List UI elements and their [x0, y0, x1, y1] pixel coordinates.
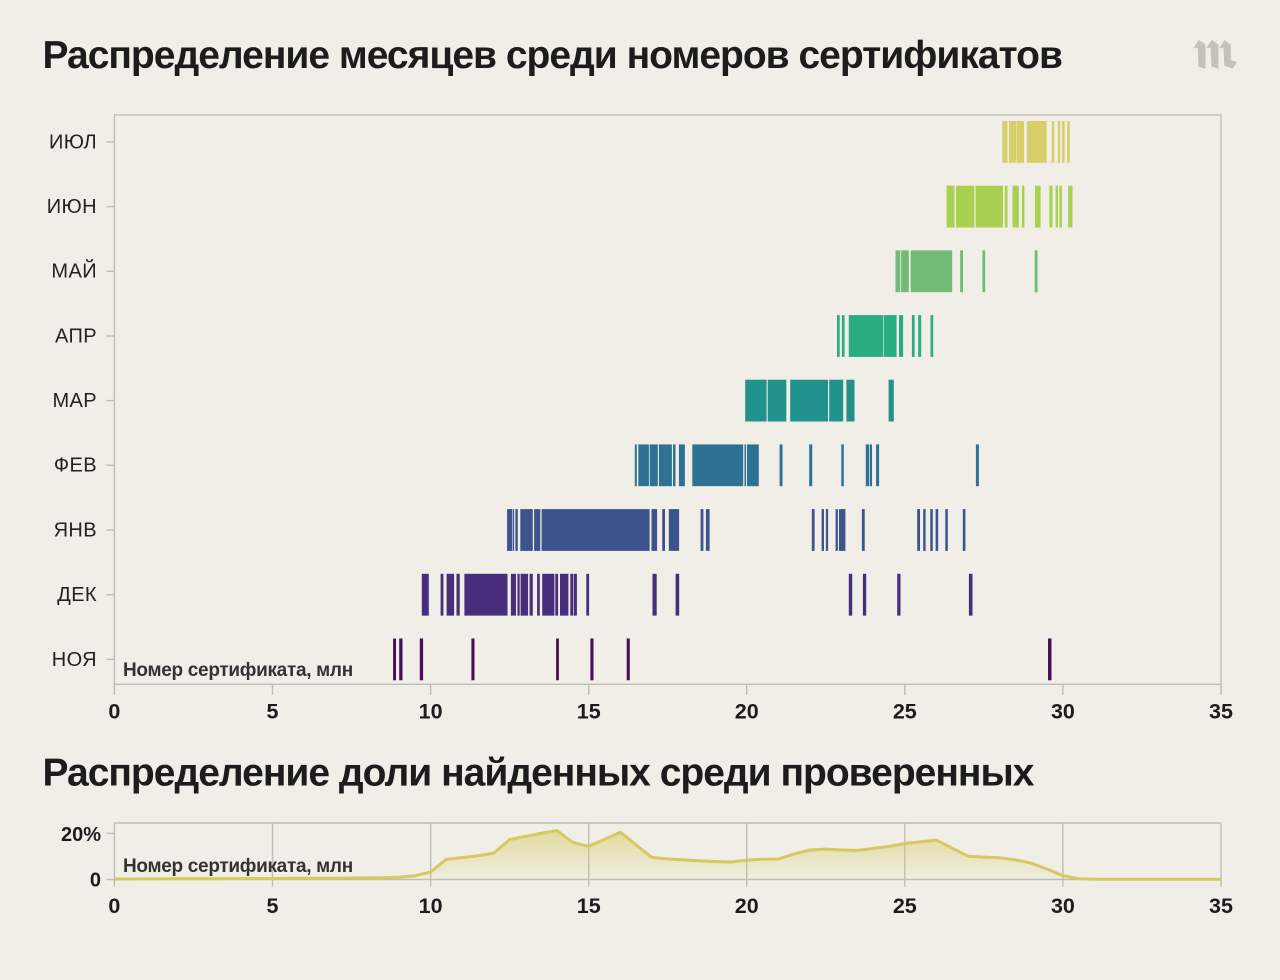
svg-text:20%: 20% [61, 824, 101, 846]
svg-text:10: 10 [419, 700, 443, 724]
svg-text:МАЙ: МАЙ [51, 259, 97, 283]
svg-text:Номер сертификата, млн: Номер сертификата, млн [123, 660, 353, 681]
svg-text:10: 10 [419, 894, 443, 918]
svg-text:15: 15 [577, 700, 601, 724]
svg-text:0: 0 [90, 870, 101, 892]
svg-text:МАР: МАР [52, 390, 97, 412]
svg-text:ЯНВ: ЯНВ [54, 519, 97, 541]
svg-text:30: 30 [1051, 700, 1075, 724]
svg-text:ИЮН: ИЮН [47, 196, 97, 218]
svg-text:35: 35 [1209, 700, 1233, 724]
svg-text:Распределение месяцев среди но: Распределение месяцев среди номеров серт… [43, 34, 1062, 77]
svg-text:ФЕВ: ФЕВ [54, 455, 97, 477]
svg-text:20: 20 [735, 894, 759, 918]
svg-text:ИЮЛ: ИЮЛ [49, 131, 97, 153]
svg-text:15: 15 [577, 894, 601, 918]
svg-text:Номер сертификата, млн: Номер сертификата, млн [123, 856, 353, 877]
svg-text:30: 30 [1051, 894, 1075, 918]
svg-text:АПР: АПР [55, 325, 97, 347]
svg-text:25: 25 [893, 700, 917, 724]
svg-text:0: 0 [108, 894, 120, 918]
svg-text:25: 25 [893, 894, 917, 918]
svg-text:35: 35 [1209, 894, 1233, 918]
svg-text:20: 20 [735, 700, 759, 724]
svg-text:5: 5 [267, 700, 279, 724]
svg-text:ДЕК: ДЕК [57, 584, 97, 606]
svg-text:5: 5 [267, 894, 279, 918]
svg-text:Распределение доли найденных с: Распределение доли найденных среди прове… [43, 752, 1035, 795]
svg-text:0: 0 [108, 700, 120, 724]
svg-text:НОЯ: НОЯ [52, 649, 97, 671]
